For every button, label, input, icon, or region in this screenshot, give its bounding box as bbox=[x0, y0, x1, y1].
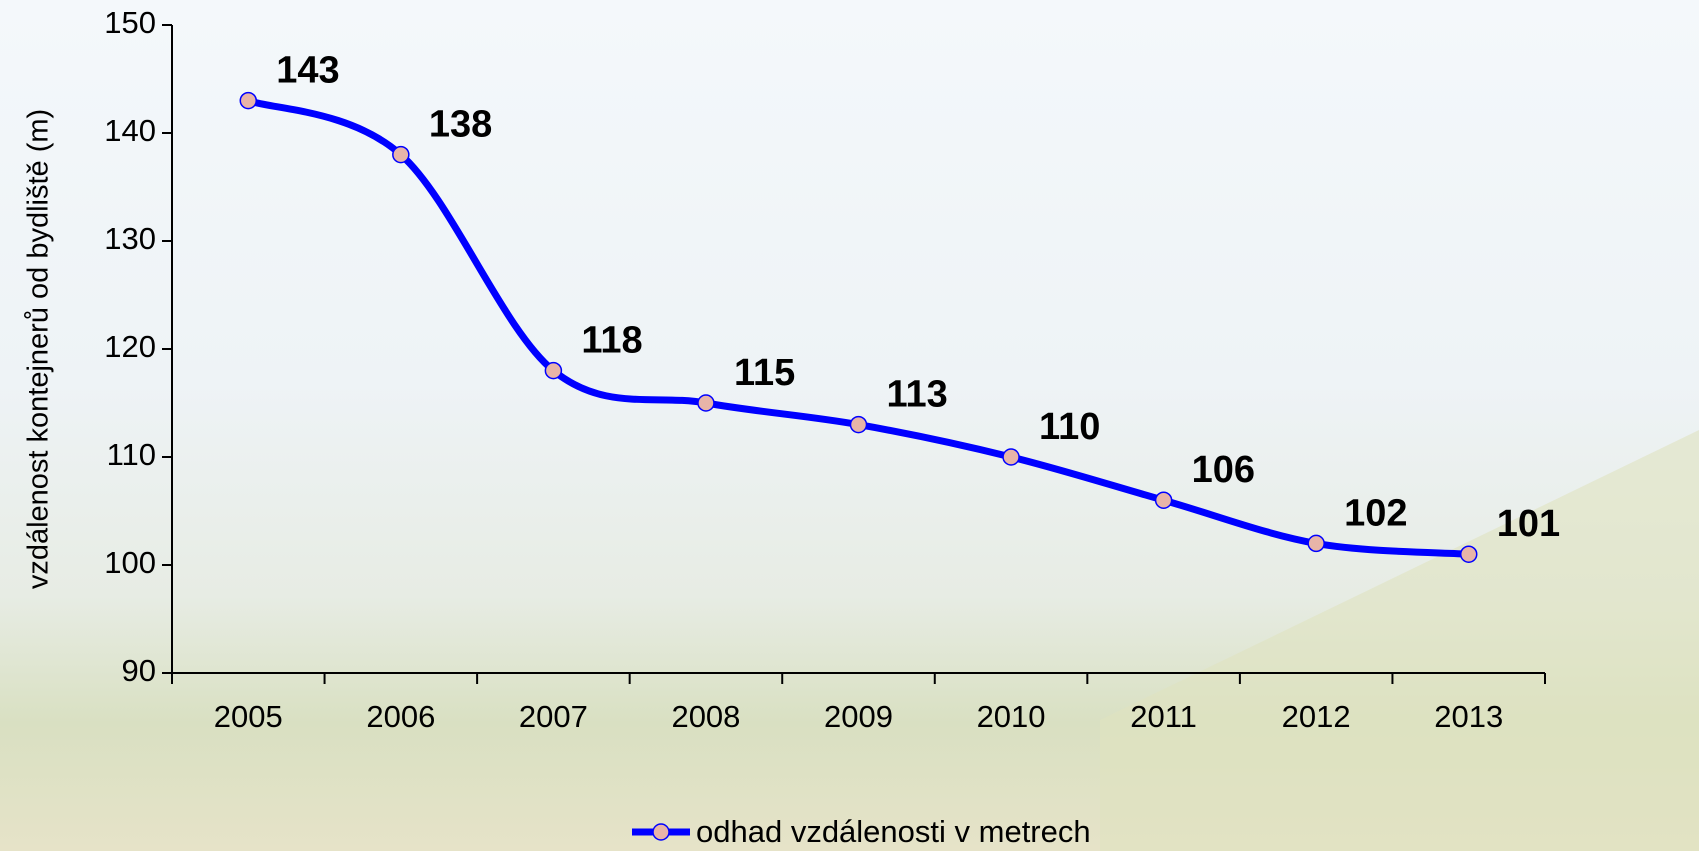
marker bbox=[392, 145, 410, 164]
x-tick-label: 2012 bbox=[1282, 699, 1351, 734]
marker bbox=[1154, 491, 1173, 509]
x-tick-label: 2009 bbox=[824, 699, 893, 734]
x-tick-label: 2011 bbox=[1130, 699, 1197, 734]
x-tick-label: 2010 bbox=[977, 699, 1046, 734]
line bbox=[247, 97, 1469, 558]
value-label: 118 bbox=[581, 320, 642, 362]
marker bbox=[697, 394, 715, 412]
y-tick-label: 140 bbox=[104, 113, 156, 148]
y-tick-label: 150 bbox=[104, 5, 156, 40]
value-label: 113 bbox=[887, 374, 948, 416]
marker bbox=[239, 91, 258, 110]
marker bbox=[849, 415, 868, 434]
y-tick-label: 130 bbox=[104, 221, 156, 256]
y-tick-label: 100 bbox=[104, 545, 156, 580]
legend-marker bbox=[652, 823, 670, 841]
value-label: 101 bbox=[1497, 503, 1560, 545]
x-tick-label: 2008 bbox=[671, 699, 740, 734]
marker bbox=[1002, 448, 1020, 466]
y-axis-label: vzdálenost kontejnerů od bydliště (m) bbox=[23, 109, 55, 589]
legend-label: odhad vzdálenosti v metrech bbox=[696, 814, 1091, 849]
x-tick-label: 2013 bbox=[1434, 699, 1503, 734]
x-tick-label: 2005 bbox=[214, 699, 283, 734]
x-tick-label: 2007 bbox=[519, 699, 588, 734]
marker bbox=[1459, 545, 1478, 563]
y-tick-label: 120 bbox=[104, 329, 156, 364]
hill bbox=[1100, 430, 1699, 851]
marker bbox=[1307, 534, 1325, 553]
value-label: 138 bbox=[429, 104, 492, 146]
value-label: 115 bbox=[734, 352, 795, 394]
y-tick-label: 90 bbox=[122, 653, 156, 688]
y-tick-label: 110 bbox=[107, 437, 156, 472]
value-label: 102 bbox=[1344, 492, 1407, 534]
marker bbox=[544, 361, 563, 380]
value-label: 106 bbox=[1192, 449, 1255, 491]
value-label: 110 bbox=[1039, 406, 1100, 448]
value-label: 143 bbox=[276, 50, 339, 92]
x-tick-label: 2006 bbox=[366, 699, 435, 734]
